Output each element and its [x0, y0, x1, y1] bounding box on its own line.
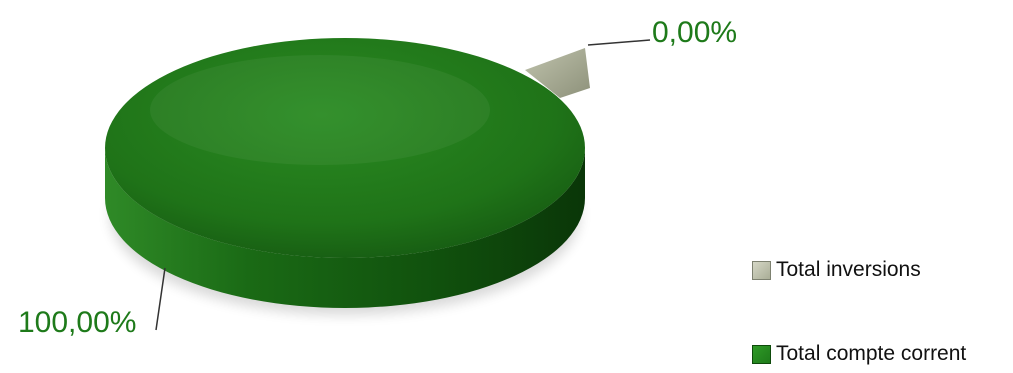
- legend-item-inversions: Total inversions: [752, 258, 921, 282]
- legend-label-inversions: Total inversions: [776, 258, 921, 281]
- legend-swatch-inversions: [752, 260, 771, 280]
- legend-swatch-compte-corrent: [752, 344, 771, 364]
- data-label-compte-corrent: 100,00%: [18, 306, 136, 339]
- pie-slice-side-compte-corrent: [105, 148, 585, 308]
- pie-slice-inversions: [525, 48, 590, 98]
- legend-item-compte-corrent: Total compte corrent: [752, 342, 966, 366]
- legend-label-compte-corrent: Total compte corrent: [776, 342, 967, 365]
- pie-top-highlight: [150, 55, 490, 165]
- leader-line-compte-corrent: [155, 267, 166, 331]
- leader-line-inversions: [587, 39, 651, 46]
- data-label-inversions: 0,00%: [652, 16, 737, 49]
- pie-slice-compte-corrent: [105, 38, 585, 258]
